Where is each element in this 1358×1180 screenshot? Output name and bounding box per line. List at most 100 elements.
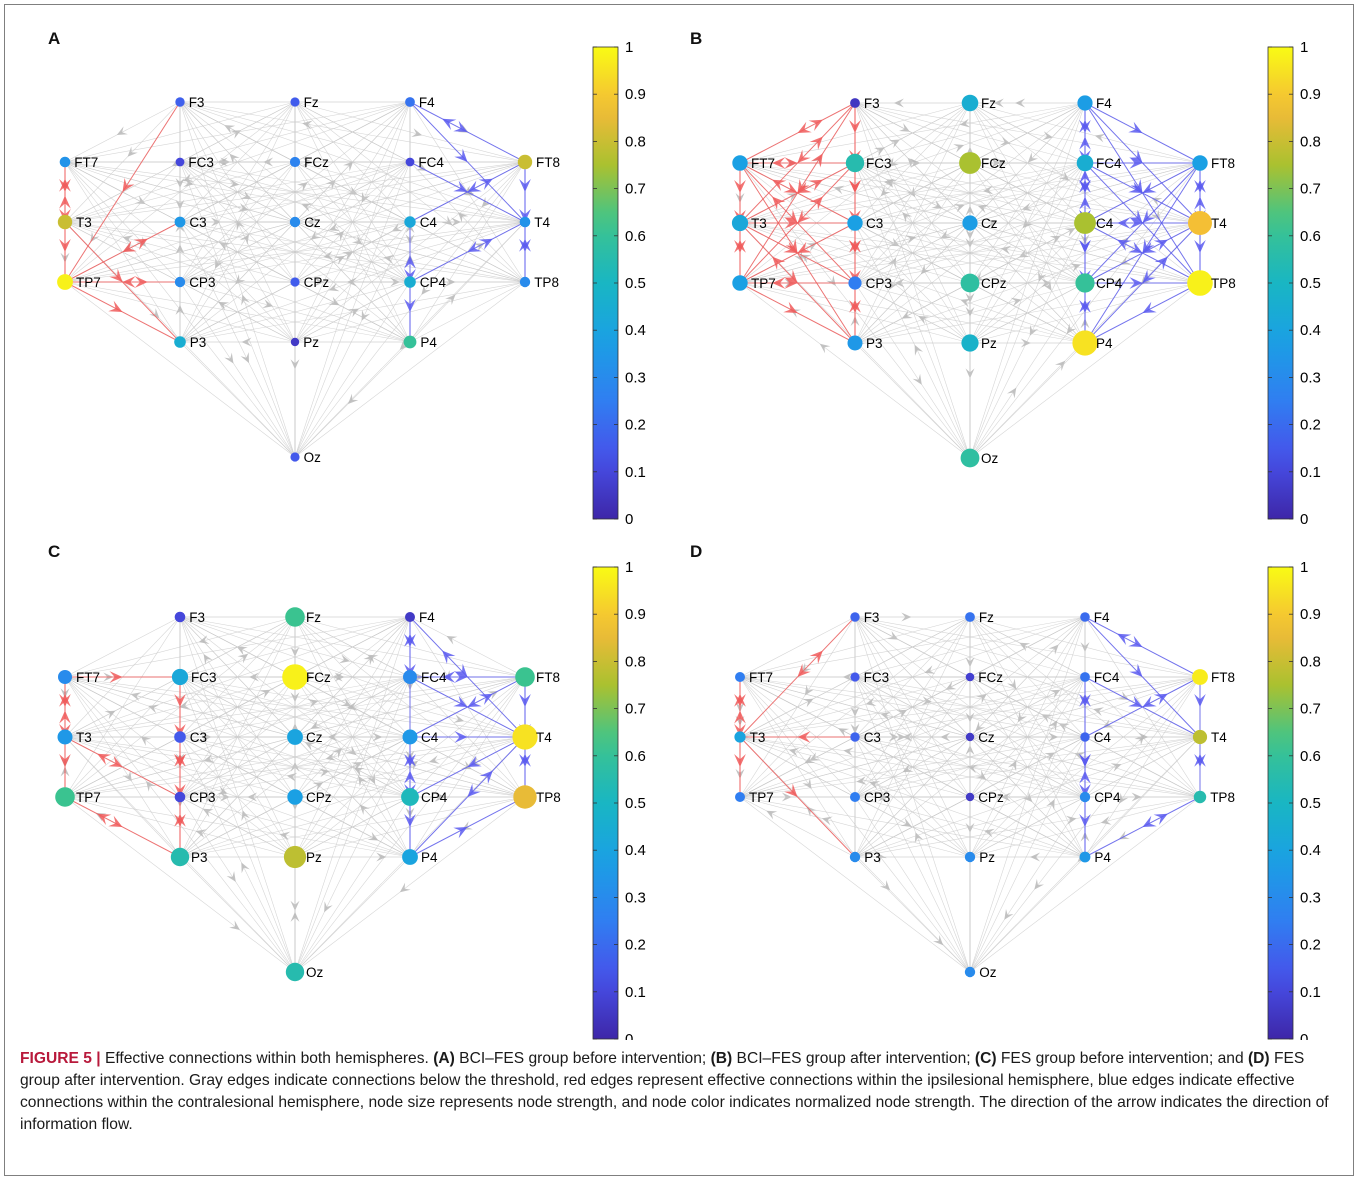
colorbar-tick-label: 0.1: [1300, 984, 1321, 1001]
gray-arrow: [343, 161, 354, 172]
gray-edge: [64, 221, 526, 283]
node-label-CP4: CP4: [1096, 276, 1123, 291]
gray-arrow: [953, 203, 965, 213]
gray-arrow: [887, 631, 899, 640]
gray-arrow: [461, 760, 472, 770]
node-label-T3: T3: [76, 730, 92, 745]
gray-edge: [739, 102, 1086, 164]
node-TP8: [519, 276, 531, 288]
colorbar: 0 0.1 0.2 0.3 0.4 0.5 0.6 0.7 0.8 0.9 1: [1267, 39, 1321, 528]
node-CP4: [404, 276, 416, 288]
node-FT8: [1192, 155, 1208, 171]
gray-arrow: [429, 755, 440, 764]
gray-arrow: [1119, 792, 1129, 804]
gray-arrow: [806, 242, 817, 252]
node-label-F4: F4: [419, 610, 435, 625]
figure-label: FIGURE 5 |: [20, 1050, 101, 1067]
red-edge-arrow: [772, 277, 786, 289]
blue-edges: [404, 616, 531, 858]
colorbar-tick-label: 0.6: [1300, 228, 1321, 245]
node-label-C4: C4: [421, 730, 439, 745]
node-CP3: [848, 276, 862, 290]
gray-edge: [409, 281, 526, 343]
colorbar-tick-label: 0.5: [625, 275, 646, 292]
gray-arrow: [1034, 878, 1044, 890]
node-T3: [57, 214, 73, 230]
gray-arrow: [333, 256, 345, 265]
gray-edge: [739, 736, 856, 798]
gray-edge: [969, 736, 1086, 973]
gray-arrow: [146, 781, 156, 792]
node-label-FT7: FT7: [751, 156, 775, 171]
gray-edge: [969, 282, 1201, 459]
gray-edge: [179, 616, 411, 678]
node-label-T4: T4: [536, 730, 552, 745]
caption-text: Effective connections within both hemisp…: [20, 1050, 1329, 1133]
gray-edge: [854, 282, 971, 459]
gray-arrow: [259, 689, 271, 699]
gray-edge: [294, 281, 411, 458]
gray-edge: [179, 856, 296, 973]
gray-arrow: [290, 911, 300, 922]
gray-arrow: [920, 264, 931, 275]
blue-edge-arrow: [453, 120, 468, 132]
node-label-Pz: Pz: [979, 850, 995, 865]
colorbar-tick-label: 0.4: [1300, 322, 1321, 339]
blue-edge-arrow: [1128, 121, 1143, 133]
red-edge-arrow: [734, 724, 746, 737]
gray-edge: [294, 281, 526, 458]
gray-arrow: [902, 212, 913, 223]
blue-edge-arrow: [1142, 695, 1157, 707]
gray-arrow: [880, 711, 892, 721]
gray-edge: [179, 221, 296, 458]
gray-arrow: [1064, 228, 1076, 237]
node-C4: [402, 729, 418, 745]
gray-edge: [64, 221, 296, 283]
red-edge-arrow: [122, 177, 135, 192]
colorbar-tick-label: 0.3: [1300, 889, 1321, 906]
gray-edge: [854, 736, 971, 973]
gray-edge: [854, 102, 971, 459]
gray-arrow: [122, 235, 134, 244]
gray-edge: [294, 796, 526, 973]
node-label-FCz: FCz: [304, 155, 329, 170]
gray-edge: [294, 341, 411, 458]
gray-arrow: [216, 786, 228, 795]
gray-arrow: [236, 646, 248, 656]
blue-edge-arrow: [478, 238, 493, 250]
gray-arrow: [1004, 909, 1014, 920]
node-label-FT8: FT8: [1211, 156, 1235, 171]
gray-edge: [64, 221, 411, 283]
gray-edge: [969, 796, 1086, 973]
blue-edge-arrow: [467, 755, 482, 767]
node-label-C3: C3: [866, 216, 883, 231]
gray-arrow: [1048, 720, 1058, 732]
colorbar-tick-label: 0.3: [1300, 369, 1321, 386]
gray-arrow: [945, 681, 957, 690]
gray-arrow: [1021, 202, 1033, 212]
node-label-P3: P3: [190, 335, 207, 350]
node-label-Oz: Oz: [306, 965, 324, 980]
gray-edge: [64, 616, 411, 678]
gray-arrow: [1151, 197, 1163, 207]
gray-edge: [64, 736, 526, 798]
blue-edge-arrow: [1129, 217, 1143, 229]
node-T3: [734, 731, 746, 743]
gray-edge: [854, 222, 971, 459]
gray-edge: [854, 282, 1201, 344]
node-Pz: [961, 334, 979, 352]
colorbar-tick-label: 0.4: [1300, 842, 1321, 859]
colorbar-tick-label: 0.6: [1300, 748, 1321, 765]
blue-edge-arrow: [1194, 240, 1206, 253]
gray-edge: [64, 616, 181, 678]
blue-edge-arrow: [467, 240, 482, 252]
red-edge-arrow: [174, 754, 186, 767]
node-label-FT7: FT7: [74, 155, 98, 170]
node-label-FC3: FC3: [191, 670, 217, 685]
node-FC4: [405, 157, 415, 167]
red-edge-arrow: [122, 276, 136, 288]
red-edge-arrow: [797, 121, 812, 133]
gray-edge: [64, 796, 296, 973]
red-edge-arrow: [797, 209, 811, 223]
colorbar-tick-label: 0.2: [1300, 417, 1321, 434]
